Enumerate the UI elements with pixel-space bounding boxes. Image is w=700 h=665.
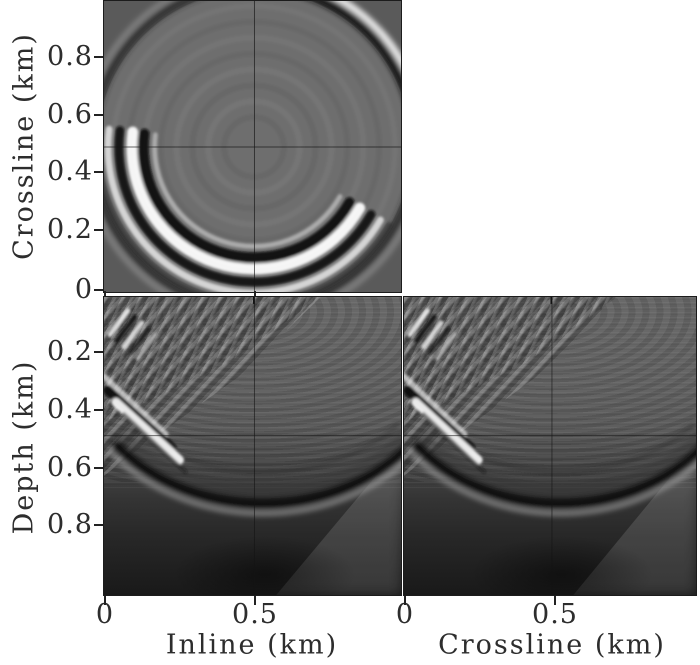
inline-tick-label: 0	[95, 599, 115, 630]
crossline-tick-label: 0.8	[47, 41, 93, 72]
faint-wavefront-ripples	[404, 297, 696, 482]
inline-tick-label: 0.5	[232, 599, 278, 630]
crossline-tick-label: 0.4	[47, 156, 93, 187]
map-view-wavefield-image	[104, 1, 401, 292]
y-tick-mark	[94, 351, 103, 353]
depth-axis-title: Depth (km)	[8, 359, 40, 535]
x-tick-mark	[254, 596, 256, 605]
x-tick-mark	[554, 596, 556, 605]
crossline-x-tick-label: 0	[395, 599, 415, 630]
inline-depth-wavefield-image	[104, 297, 401, 595]
y-tick-mark	[94, 467, 103, 469]
x-tick-mark	[404, 596, 406, 605]
crossline-depth-panel	[403, 296, 697, 596]
y-tick-mark	[94, 409, 103, 411]
y-tick-mark	[94, 289, 103, 291]
map-view-panel	[103, 0, 402, 293]
origin-tick-label: 0	[74, 274, 93, 305]
crossline-depth-wavefield-image	[404, 297, 696, 595]
crossline-x-tick-label: 0.5	[532, 599, 578, 630]
mid-x-tick-mark	[254, 291, 256, 296]
crossline-x-axis-title: Crossline (km)	[438, 629, 666, 661]
depth-tick-label: 0.4	[47, 394, 93, 425]
inline-axis-title: Inline (km)	[165, 629, 339, 661]
mid-x-tick-mark	[104, 291, 106, 296]
crossline-tick-label: 0.6	[47, 99, 93, 130]
y-tick-mark	[94, 114, 103, 116]
y-tick-mark	[94, 56, 103, 58]
inline-depth-panel	[103, 296, 402, 596]
faint-wavefront-ripples	[104, 297, 401, 482]
depth-tick-label: 0.2	[47, 336, 93, 367]
x-tick-mark	[104, 596, 106, 605]
depth-tick-label: 0.6	[47, 452, 93, 483]
crossline-tick-label: 0.2	[47, 214, 93, 245]
depth-tick-label: 0.8	[47, 509, 93, 540]
y-tick-mark	[94, 171, 103, 173]
y-tick-mark	[94, 524, 103, 526]
y-tick-mark	[94, 229, 103, 231]
